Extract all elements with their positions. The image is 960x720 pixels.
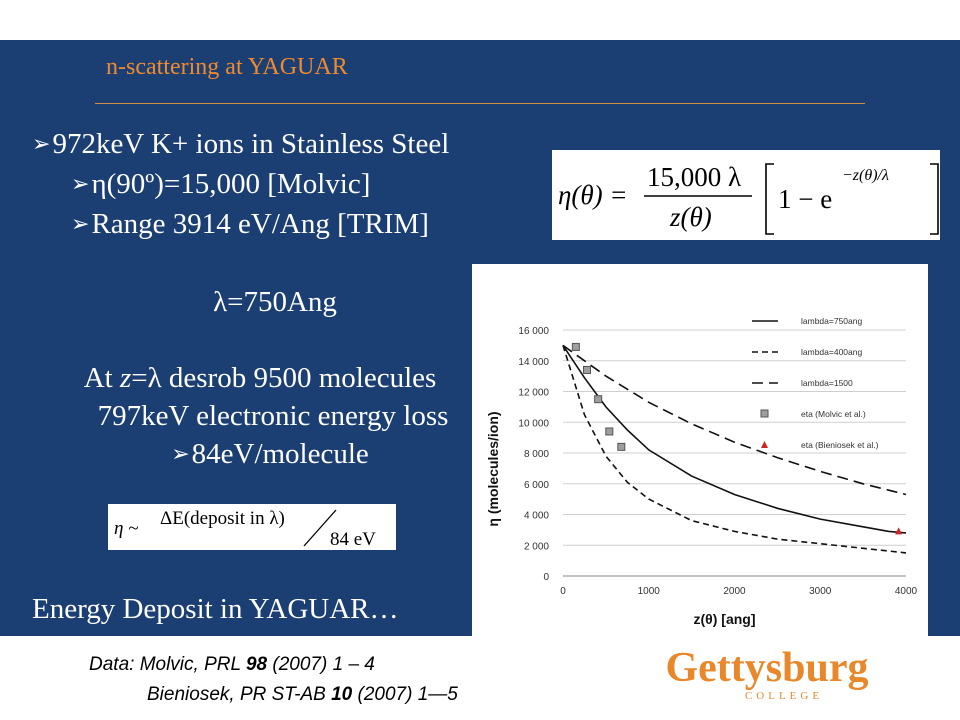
right-bracket xyxy=(930,163,939,235)
formula-denominator: z(θ) xyxy=(669,202,712,232)
y-tick-label: 10 000 xyxy=(518,418,549,429)
molvic-data-point xyxy=(583,365,592,374)
deposit-slash xyxy=(303,509,337,547)
legend-label: eta (Molvic et al.) xyxy=(801,409,866,419)
bullet-line-3: ➢Range 3914 eV/Ang [TRIM] xyxy=(71,208,429,241)
formula-lhs: η(θ) = xyxy=(558,180,628,210)
eta-formula-graphic: η(θ) = 15,000 λ z(θ) 1 − e −z(θ)/λ xyxy=(558,162,939,235)
deposit-formula: η ~ ΔE(deposit in λ) 84 eV xyxy=(108,504,396,550)
y-tick-label: 0 xyxy=(543,572,549,583)
college-logo: Gettysburg COLLEGE xyxy=(666,641,869,705)
lambda-line: λ=750Ang xyxy=(213,286,337,318)
deposit-lhs: η ~ xyxy=(114,518,138,539)
x-tick-label: 4000 xyxy=(895,586,918,597)
energy-deposit-line: Energy Deposit in YAGUAR… xyxy=(32,593,399,625)
series-line xyxy=(562,345,907,554)
deposit-formula-graphic: η ~ ΔE(deposit in λ) 84 eV xyxy=(114,508,376,550)
formula-bracket-term: 1 − e xyxy=(778,184,832,214)
legend-marker xyxy=(761,441,768,448)
logo-wordmark: Gettysburg xyxy=(666,645,868,691)
y-tick-label: 8 000 xyxy=(524,449,549,460)
logo-subtitle: COLLEGE xyxy=(745,690,823,702)
legend-marker xyxy=(760,409,769,418)
arrow-bullet-icon: ➢ xyxy=(32,131,51,156)
formula-exponent: −z(θ)/λ xyxy=(842,167,889,184)
arrow-bullet-icon: ➢ xyxy=(71,171,90,196)
energy-loss-line: 797keV electronic energy loss xyxy=(97,400,449,432)
bullet-text-1: 972keV K+ ions in Stainless Steel xyxy=(52,128,450,160)
molvic-data-point xyxy=(617,442,626,451)
desorb-text-z: z xyxy=(119,362,132,394)
legend-label: lambda=400ang xyxy=(801,347,862,357)
slide-panel: n-scattering at YAGUAR ➢972keV K+ ions i… xyxy=(0,40,960,637)
citation-2-pages: (2007) 1—5 xyxy=(352,684,458,705)
legend-label: eta (Bieniosek et al.) xyxy=(801,440,879,450)
desorb-text-c: =λ desrob 9500 molecules xyxy=(131,362,437,394)
y-tick-label: 14 000 xyxy=(518,357,549,368)
citation-1-text: Data: Molvic, PRL xyxy=(89,654,246,675)
desorb-line: At z=λ desrob 9500 molecules xyxy=(0,362,520,395)
citation-1-pages: (2007) 1 – 4 xyxy=(267,654,375,675)
eta-chart: 0 2 000 4 000 6 000 8 000 10 000 12 000 14 000 1… xyxy=(472,264,928,637)
legend-label: lambda=1500 xyxy=(801,378,853,388)
arrow-bullet-icon: ➢ xyxy=(71,211,90,236)
bullet-line-2: ➢η(90º)=15,000 [Molvic] xyxy=(71,168,370,201)
y-tick-label: 6 000 xyxy=(524,480,549,491)
x-tick-label: 1000 xyxy=(638,586,661,597)
legend-label: lambda=750ang xyxy=(801,316,862,326)
x-axis-label: z(θ) [ang] xyxy=(694,611,756,627)
deposit-denominator: 84 eV xyxy=(330,529,376,550)
y-tick-label: 12 000 xyxy=(518,388,549,399)
eta-chart-svg: 0 2 000 4 000 6 000 8 000 10 000 12 000 14 000 1… xyxy=(485,316,918,627)
per-molecule-text: 84eV/molecule xyxy=(191,438,369,470)
citation-2-volume: 10 xyxy=(331,684,353,705)
y-tick-label: 4 000 xyxy=(524,511,549,522)
molvic-data-point xyxy=(571,342,580,351)
bullet-text-3: Range 3914 eV/Ang [TRIM] xyxy=(91,208,429,240)
x-tick-label: 0 xyxy=(560,586,566,597)
y-axis-label: η (molecules/ion) xyxy=(485,411,501,526)
x-tick-label: 3000 xyxy=(809,586,832,597)
eta-formula: η(θ) = 15,000 λ z(θ) 1 − e −z(θ)/λ xyxy=(552,150,940,240)
series-line xyxy=(562,344,907,496)
bieniosek-data-point xyxy=(895,527,903,535)
formula-numerator: 15,000 λ xyxy=(647,162,741,192)
citation-2-text: Bieniosek, PR ST-AB xyxy=(147,684,332,705)
desorb-text-a: At xyxy=(83,362,120,394)
deposit-numerator: ΔE(deposit in λ) xyxy=(160,508,285,529)
bullet-text-2: η(90º)=15,000 [Molvic] xyxy=(91,168,371,200)
arrow-bullet-icon: ➢ xyxy=(171,441,190,466)
footer-citation-2: Bieniosek, PR ST-AB 10 (2007) 1—5 xyxy=(147,684,458,706)
per-molecule-line: ➢84eV/molecule xyxy=(0,438,540,471)
slide-title: n-scattering at YAGUAR xyxy=(106,54,348,80)
series-line xyxy=(562,344,907,534)
bullet-line-1: ➢972keV K+ ions in Stainless Steel xyxy=(32,128,449,161)
college-logo-graphic: Gettysburg COLLEGE xyxy=(666,645,869,702)
x-tick-label: 2000 xyxy=(723,586,746,597)
citation-1-volume: 98 xyxy=(245,654,268,675)
title-divider xyxy=(95,103,865,104)
left-bracket xyxy=(765,163,774,235)
y-tick-label: 2 000 xyxy=(524,541,549,552)
footer-citation-1: Data: Molvic, PRL 98 (2007) 1 – 4 xyxy=(89,654,375,676)
molvic-data-point xyxy=(605,427,614,436)
y-tick-label: 16 000 xyxy=(518,326,549,337)
molvic-data-point xyxy=(594,395,603,404)
